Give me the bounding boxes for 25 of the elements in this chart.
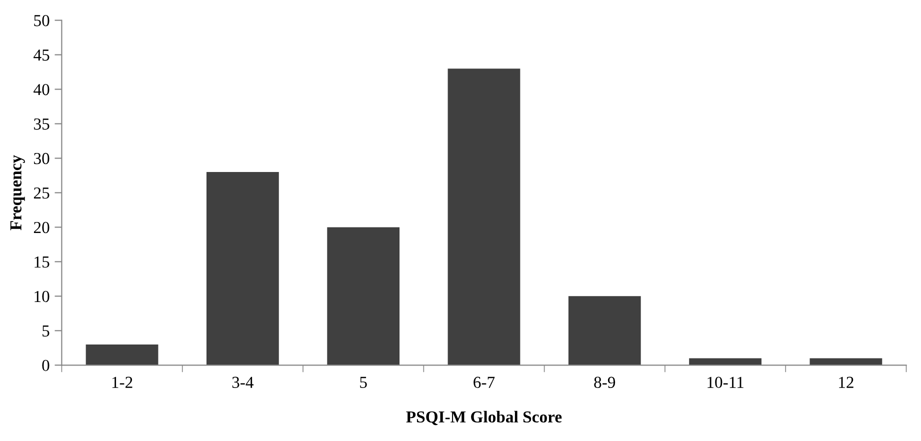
x-tick-label: 8-9 xyxy=(594,376,616,388)
bar xyxy=(86,344,158,366)
x-tick-label: 3-4 xyxy=(232,376,254,388)
x-axis-title: PSQI-M Global Score xyxy=(406,410,562,426)
x-tick-label: 6-7 xyxy=(474,376,495,388)
bar xyxy=(448,68,520,366)
bar xyxy=(327,227,400,366)
y-tick-label: 5 xyxy=(42,326,50,337)
y-tick-label: 30 xyxy=(34,152,50,164)
y-tick-label: 40 xyxy=(34,84,50,96)
x-tick-label: 1-2 xyxy=(112,376,132,388)
y-tick-label: 50 xyxy=(34,14,50,26)
x-tick-label: 10-11 xyxy=(708,376,744,388)
y-tick-label: 35 xyxy=(34,118,50,130)
x-tick-label: 5 xyxy=(360,376,367,388)
bar xyxy=(568,296,641,366)
y-tick-label: 45 xyxy=(34,50,50,61)
y-axis-title: Frequency xyxy=(10,155,25,230)
x-tick-label: 12 xyxy=(839,376,854,388)
y-tick-label: 20 xyxy=(34,222,50,234)
y-tick-label: 0 xyxy=(42,360,50,372)
y-tick-label: 10 xyxy=(34,290,50,302)
y-tick-label: 25 xyxy=(34,187,50,199)
y-tick-label: 15 xyxy=(34,256,50,268)
bar xyxy=(206,172,279,366)
